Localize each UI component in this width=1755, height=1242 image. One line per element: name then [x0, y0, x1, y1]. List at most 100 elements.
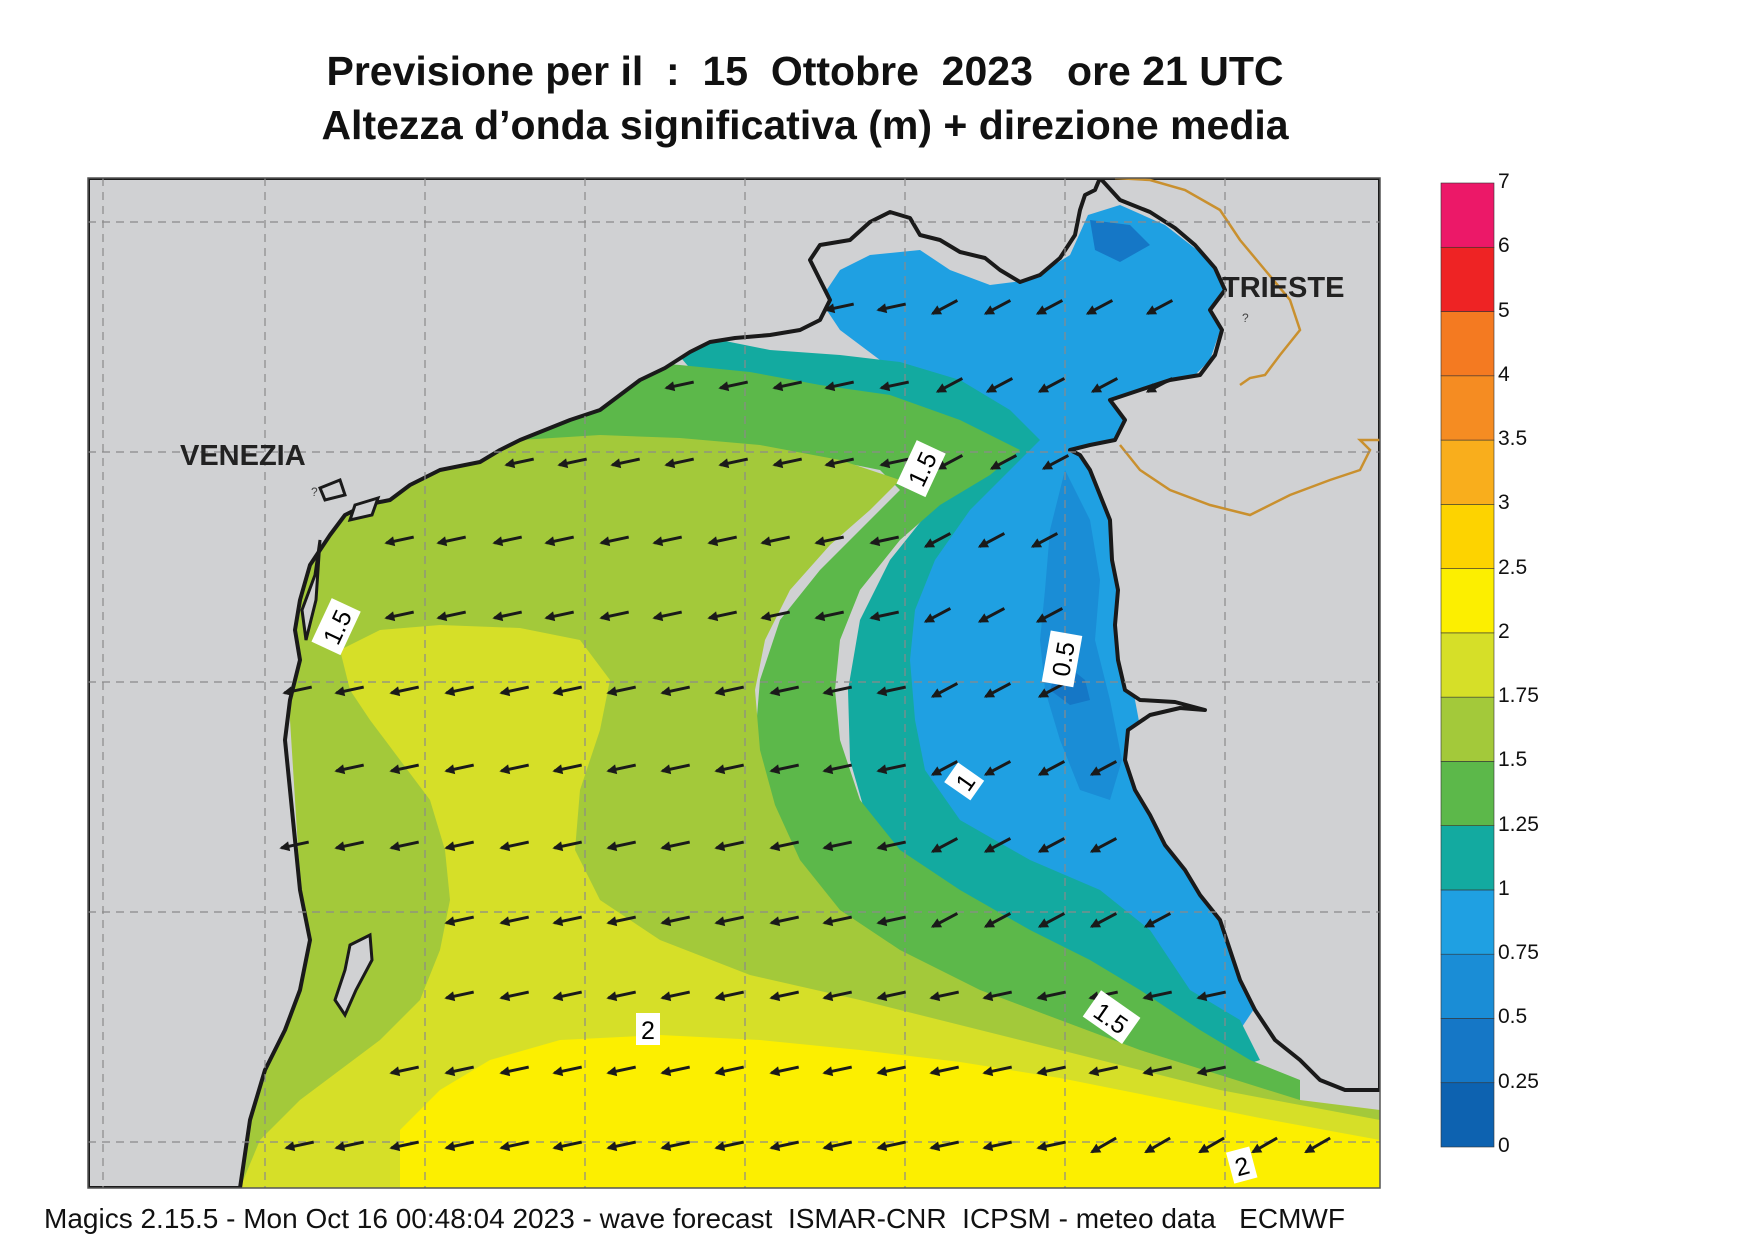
direction-arrow	[664, 380, 695, 392]
direction-arrow	[1041, 454, 1070, 470]
direction-arrow	[444, 763, 475, 775]
colorbar-tick-label: 1.5	[1498, 748, 1528, 772]
direction-arrow	[769, 915, 800, 927]
direction-arrow	[814, 610, 845, 622]
direction-arrow	[977, 532, 1006, 548]
direction-arrow	[929, 1065, 960, 1077]
direction-arrow	[660, 1140, 691, 1152]
direction-arrow	[1251, 1136, 1278, 1154]
colorbar-tick-label: 0	[1498, 1134, 1510, 1157]
direction-arrow	[1142, 1065, 1173, 1077]
direction-arrow	[822, 685, 853, 697]
map-frame	[87, 177, 1381, 1189]
colorbar-swatch	[1440, 632, 1495, 698]
direction-arrow	[1089, 912, 1118, 928]
direction-arrow	[334, 685, 365, 697]
direction-arrow	[552, 990, 583, 1002]
direction-arrow	[1037, 912, 1066, 928]
map-subtitle: Altezza d’onda significativa (m) + direz…	[321, 102, 1289, 148]
colorbar	[1440, 182, 1495, 1148]
direction-arrow	[869, 610, 900, 622]
colorbar-tick-label: 0.5	[1498, 1005, 1528, 1029]
direction-arrow	[1090, 1136, 1117, 1154]
direction-arrow	[714, 1065, 745, 1077]
direction-arrow	[876, 915, 907, 927]
direction-arrow	[660, 990, 691, 1002]
direction-arrow	[822, 840, 853, 852]
direction-arrow	[930, 299, 959, 315]
direction-arrow	[876, 840, 907, 852]
direction-arrow	[499, 1140, 530, 1152]
colorbar-tick-label: 6	[1498, 234, 1510, 258]
direction-arrow	[983, 760, 1012, 776]
colorbar-swatch	[1440, 1018, 1495, 1084]
direction-arrow	[983, 299, 1012, 315]
land-west-lagoon	[88, 178, 1102, 1188]
direction-arrow	[1037, 837, 1066, 853]
direction-arrow	[930, 912, 959, 928]
direction-arrow	[389, 763, 420, 775]
city-label-venezia: VENEZIA	[180, 440, 306, 472]
direction-arrow	[822, 990, 853, 1002]
colorbar-tick-label: 0.75	[1498, 941, 1539, 965]
direction-arrow	[923, 607, 952, 623]
direction-arrow	[499, 1065, 530, 1077]
direction-arrow	[384, 610, 415, 622]
colorbar-swatch	[1440, 1082, 1495, 1148]
direction-arrow	[876, 1065, 907, 1077]
direction-arrow	[1304, 1136, 1331, 1154]
direction-arrow	[660, 915, 691, 927]
direction-arrow	[499, 685, 530, 697]
direction-arrow	[714, 840, 745, 852]
city-marker: ?	[1242, 311, 1249, 325]
direction-arrow	[552, 685, 583, 697]
direction-arrow	[504, 457, 535, 469]
colorbar-swatch	[1440, 504, 1495, 569]
direction-arrow	[492, 610, 523, 622]
direction-arrow	[985, 377, 1014, 393]
direction-arrow	[606, 685, 637, 697]
direction-arrow	[444, 1140, 475, 1152]
colorbar-swatch	[1440, 375, 1495, 441]
map-area	[88, 178, 1380, 1188]
direction-arrow	[772, 380, 803, 392]
contour-labels: 1.5 1.5 0.5 1 1.5 2 2	[311, 440, 1258, 1184]
direction-arrow	[1089, 837, 1118, 853]
direction-arrow	[824, 302, 855, 314]
direction-arrow	[714, 1140, 745, 1152]
direction-arrow	[334, 763, 365, 775]
direction-arrow	[982, 990, 1013, 1002]
direction-arrow	[1198, 1136, 1225, 1154]
colorbar-swatch	[1440, 568, 1495, 634]
direction-arrow	[436, 535, 467, 547]
direction-arrow	[1035, 607, 1064, 623]
direction-arrow	[769, 840, 800, 852]
direction-arrow	[552, 1140, 583, 1152]
direction-arrow	[557, 457, 588, 469]
direction-arrow	[707, 610, 738, 622]
direction-arrow	[714, 915, 745, 927]
direction-arrow	[989, 454, 1018, 470]
direction-arrow	[389, 840, 420, 852]
direction-arrow	[1143, 912, 1172, 928]
direction-arrow	[606, 1065, 637, 1077]
direction-arrow	[769, 1065, 800, 1077]
direction-arrow	[652, 535, 683, 547]
direction-arrow	[1036, 1140, 1067, 1152]
direction-arrow	[334, 1140, 365, 1152]
direction-arrow	[929, 1140, 960, 1152]
direction-arrow	[499, 840, 530, 852]
colorbar-swatch	[1440, 182, 1495, 248]
footer-credits: Magics 2.15.5 - Mon Oct 16 00:48:04 2023…	[44, 1203, 1345, 1234]
direction-arrow	[714, 990, 745, 1002]
colorbar-tick-label: 2	[1498, 619, 1510, 643]
direction-arrow	[606, 990, 637, 1002]
direction-arrow	[652, 610, 683, 622]
sea-zone-0.5-0.75	[1040, 470, 1122, 800]
direction-arrow	[389, 685, 420, 697]
direction-arrow	[982, 1140, 1013, 1152]
direction-arrow	[1035, 299, 1064, 315]
direction-arrow	[769, 1140, 800, 1152]
direction-arrow	[983, 837, 1012, 853]
colorbar-tick-label: 1.25	[1498, 812, 1539, 836]
